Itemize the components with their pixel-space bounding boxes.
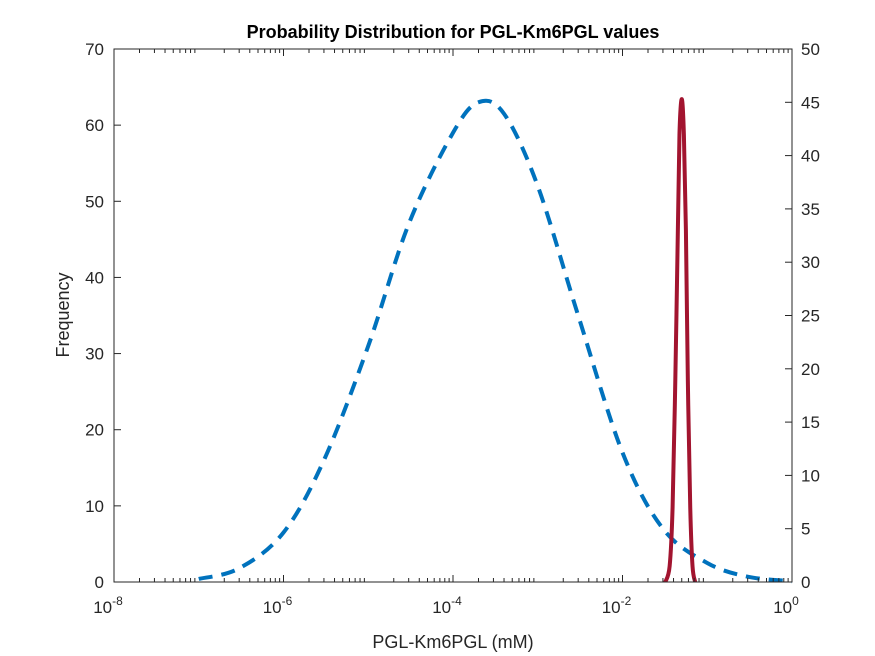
- y-left-tick-label: 70: [85, 40, 104, 59]
- x-tick-exponent: -4: [451, 594, 462, 608]
- x-axis-title: PGL-Km6PGL (mM): [372, 632, 533, 652]
- ticks-layer: [113, 48, 793, 583]
- y-right-tick-label: 10: [801, 466, 820, 485]
- y-right-tick-label: 35: [801, 200, 820, 219]
- y-axis-title: Frequency: [53, 272, 73, 357]
- series-layer: [198, 97, 793, 584]
- y-right-tick-label: 30: [801, 253, 820, 272]
- y-right-tick-label: 15: [801, 413, 820, 432]
- x-tick-label: 100: [773, 594, 799, 617]
- x-tick-exponent: 0: [792, 594, 799, 608]
- y-right-tick-label: 50: [801, 40, 820, 59]
- y-left-tick-label: 40: [85, 268, 104, 287]
- x-tick-label: 10-8: [93, 594, 123, 617]
- x-tick-label: 10-2: [602, 594, 632, 617]
- y-left-tick-label: 50: [85, 192, 104, 211]
- y-right-tick-label: 5: [801, 520, 810, 539]
- x-tick-base: 10: [773, 598, 792, 617]
- chart-title: Probability Distribution for PGL-Km6PGL …: [247, 22, 660, 42]
- y-right-tick-label: 20: [801, 360, 820, 379]
- y-right-tick-label: 40: [801, 147, 820, 166]
- series-line-2: [663, 97, 698, 583]
- x-tick-exponent: -8: [112, 594, 123, 608]
- x-tick-exponent: -6: [282, 594, 293, 608]
- y-left-tick-label: 20: [85, 421, 104, 440]
- x-tick-label: 10-4: [432, 594, 462, 617]
- x-tick-base: 10: [432, 598, 451, 617]
- y-left-tick-label: 10: [85, 497, 104, 516]
- x-tick-base: 10: [263, 598, 282, 617]
- y-right-tick-label: 25: [801, 307, 820, 326]
- x-tick-base: 10: [602, 598, 621, 617]
- series-line-1: [198, 98, 793, 584]
- x-tick-exponent: -2: [621, 594, 632, 608]
- y-left-tick-label: 0: [95, 573, 104, 592]
- y-left-tick-label: 30: [85, 345, 104, 364]
- x-tick-label: 10-6: [263, 594, 293, 617]
- y-right-tick-label: 45: [801, 93, 820, 112]
- x-tick-base: 10: [93, 598, 112, 617]
- y-right-tick-label: 0: [801, 573, 810, 592]
- y-left-tick-label: 60: [85, 116, 104, 135]
- labels-layer: 10-8 10-6 10-4 10-2 100010203040506070051015…: [85, 40, 820, 617]
